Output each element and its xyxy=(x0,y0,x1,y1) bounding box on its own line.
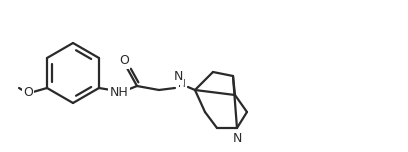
Text: N: N xyxy=(173,71,183,83)
Text: O: O xyxy=(23,85,33,98)
Text: NH: NH xyxy=(110,85,129,98)
Text: H: H xyxy=(178,79,186,89)
Text: N: N xyxy=(232,131,242,145)
Text: O: O xyxy=(119,55,129,67)
